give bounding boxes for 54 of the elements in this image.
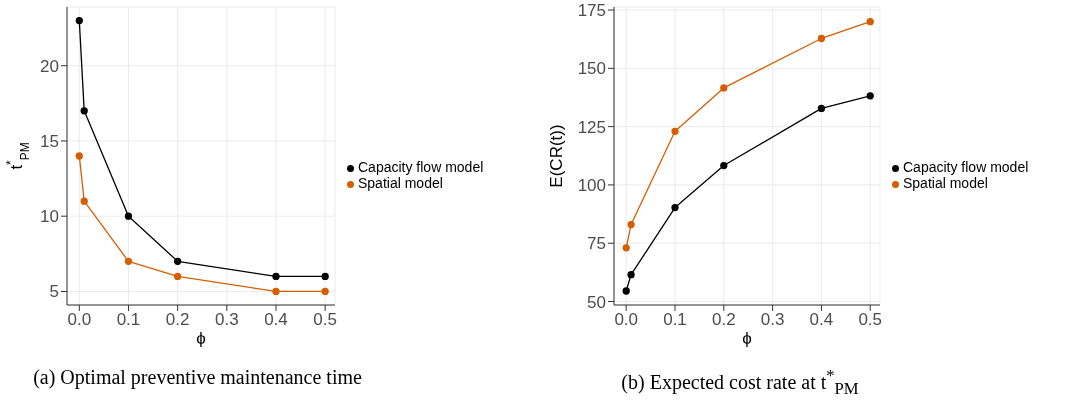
- point: [671, 203, 679, 212]
- y-tick-label: 50: [587, 292, 606, 312]
- text: (a) Optimal preventive maintenance time: [32, 366, 363, 389]
- y-axis-title: E(CR(t)): [547, 124, 566, 188]
- point: [80, 107, 88, 115]
- point: [173, 272, 182, 281]
- point: [80, 197, 88, 205]
- point: [75, 152, 83, 160]
- y-tick-label: 100: [577, 175, 606, 195]
- y-tick-label: 10: [40, 207, 59, 227]
- point: [720, 84, 728, 92]
- x-tick-label: 0.2: [165, 310, 190, 330]
- point: [866, 18, 874, 26]
- x-tick-label: 0.1: [116, 310, 141, 330]
- point: [321, 287, 329, 296]
- x-tick-label: 0.0: [614, 310, 639, 330]
- y-tick-label: 75: [587, 234, 606, 254]
- x-tick-label: 0.4: [809, 310, 834, 330]
- point: [75, 16, 83, 25]
- y-tick-label: 150: [577, 59, 606, 79]
- point: [720, 161, 728, 170]
- point: [627, 220, 635, 229]
- legend-label: Spatial model: [358, 175, 443, 191]
- x-axis-title: ϕ: [742, 329, 752, 348]
- x-tick-label: 0.3: [760, 310, 785, 330]
- x-tick-label: 0.1: [663, 310, 687, 330]
- x-axis-title: ϕ: [196, 329, 206, 348]
- y-tick-label: 125: [577, 117, 606, 137]
- legend-label: Capacity flow model: [903, 159, 1029, 175]
- legend-label: Spatial model: [903, 175, 988, 191]
- point: [817, 104, 826, 113]
- point: [671, 127, 679, 135]
- point: [124, 257, 133, 265]
- y-tick-label: 15: [40, 131, 59, 151]
- y-tick-label: 20: [40, 56, 59, 76]
- point: [124, 212, 133, 220]
- y-tick-label: 175: [577, 1, 606, 21]
- point: [627, 271, 635, 279]
- point: [272, 287, 280, 296]
- x-tick-label: 0.5: [858, 310, 883, 330]
- x-tick-label: 0.2: [712, 310, 736, 330]
- point: [622, 287, 630, 295]
- x-tick-label: 0.0: [67, 310, 92, 330]
- point: [173, 257, 182, 265]
- point: [272, 272, 280, 281]
- point: [817, 34, 826, 43]
- x-tick-label: 0.5: [313, 310, 337, 330]
- y-tick-label: 5: [49, 282, 59, 302]
- x-tick-label: 0.4: [264, 310, 288, 330]
- point: [866, 92, 874, 100]
- x-tick-label: 0.3: [215, 310, 239, 330]
- legend-label: Capacity flow model: [358, 159, 484, 175]
- point: [321, 272, 329, 281]
- point: [622, 244, 630, 252]
